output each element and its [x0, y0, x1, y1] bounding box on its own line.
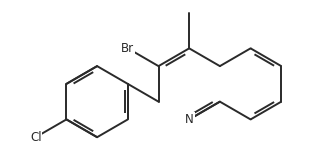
Text: N: N [185, 113, 194, 126]
Text: Br: Br [121, 42, 134, 55]
Text: Cl: Cl [30, 131, 42, 144]
